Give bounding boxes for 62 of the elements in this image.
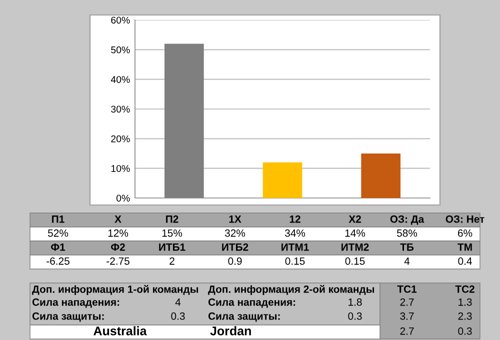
text: ТС1 [397, 285, 417, 293]
bar [361, 154, 400, 198]
y-tick-label: 50% [111, 46, 130, 54]
text: 12 [290, 215, 300, 223]
text: 0.15 [285, 257, 305, 265]
text: 2.7 [400, 327, 414, 335]
text: 0.9 [228, 257, 242, 265]
text: -6.25 [46, 257, 70, 265]
text: ТМ [458, 244, 472, 251]
text: Australia [94, 326, 147, 336]
text: Jordan [210, 326, 251, 336]
text: 0.3 [348, 312, 362, 320]
bar [164, 44, 204, 198]
text: 32% [224, 229, 246, 237]
bar [262, 162, 302, 198]
text: 14% [345, 229, 366, 237]
text: 1.8 [348, 298, 362, 306]
text: 0.15 [345, 257, 365, 265]
text: 12% [108, 229, 128, 237]
text: 34% [284, 229, 306, 237]
text: ИТБ1 [159, 244, 186, 251]
text: 1X [229, 216, 242, 223]
text: Сила защиты: [208, 312, 280, 322]
text: Сила защиты: [32, 312, 104, 322]
text: 2 [170, 257, 174, 265]
text: Доп. информация 1-ой команды [32, 285, 198, 295]
text: 4 [404, 258, 410, 265]
text: X [114, 216, 122, 223]
text: Ф1 [51, 243, 66, 251]
text: П2 [166, 215, 178, 223]
text: 15% [162, 229, 182, 237]
text: П1 [52, 216, 64, 223]
text: 0.3 [171, 312, 185, 320]
y-tick-label: 60% [111, 16, 130, 24]
text: ТС2 [455, 285, 474, 293]
text: 2.3 [458, 312, 472, 320]
text: 4 [175, 298, 181, 306]
text: 52% [48, 229, 68, 237]
y-tick-label: 0% [116, 194, 130, 202]
text: 6% [458, 229, 472, 237]
text: 0.3 [458, 327, 472, 335]
text: 1.3 [458, 298, 472, 306]
text: ТБ [400, 244, 414, 251]
text: 58% [396, 229, 418, 237]
text: ОЗ: Нет [446, 215, 484, 223]
text: ОЗ: Да [390, 215, 424, 225]
text: Ф2 [111, 243, 125, 251]
y-tick-label: 40% [110, 76, 130, 83]
text: ИТМ2 [342, 243, 369, 251]
text: ИТМ1 [282, 244, 309, 251]
text: -2.75 [106, 257, 130, 265]
text: Доп. информация 2-ой команды [208, 285, 374, 295]
y-tick-label: 30% [111, 106, 130, 113]
text: Сила нападения: [32, 298, 120, 308]
y-tick-label: 10% [111, 165, 130, 172]
y-tick-label: 20% [111, 135, 130, 142]
text: 3.7 [400, 312, 414, 320]
text: X2 [348, 215, 361, 223]
text: 2.7 [400, 298, 414, 306]
text: Сила нападения: [208, 298, 296, 308]
text: 0.4 [458, 257, 472, 265]
text: ИТБ2 [222, 243, 248, 251]
